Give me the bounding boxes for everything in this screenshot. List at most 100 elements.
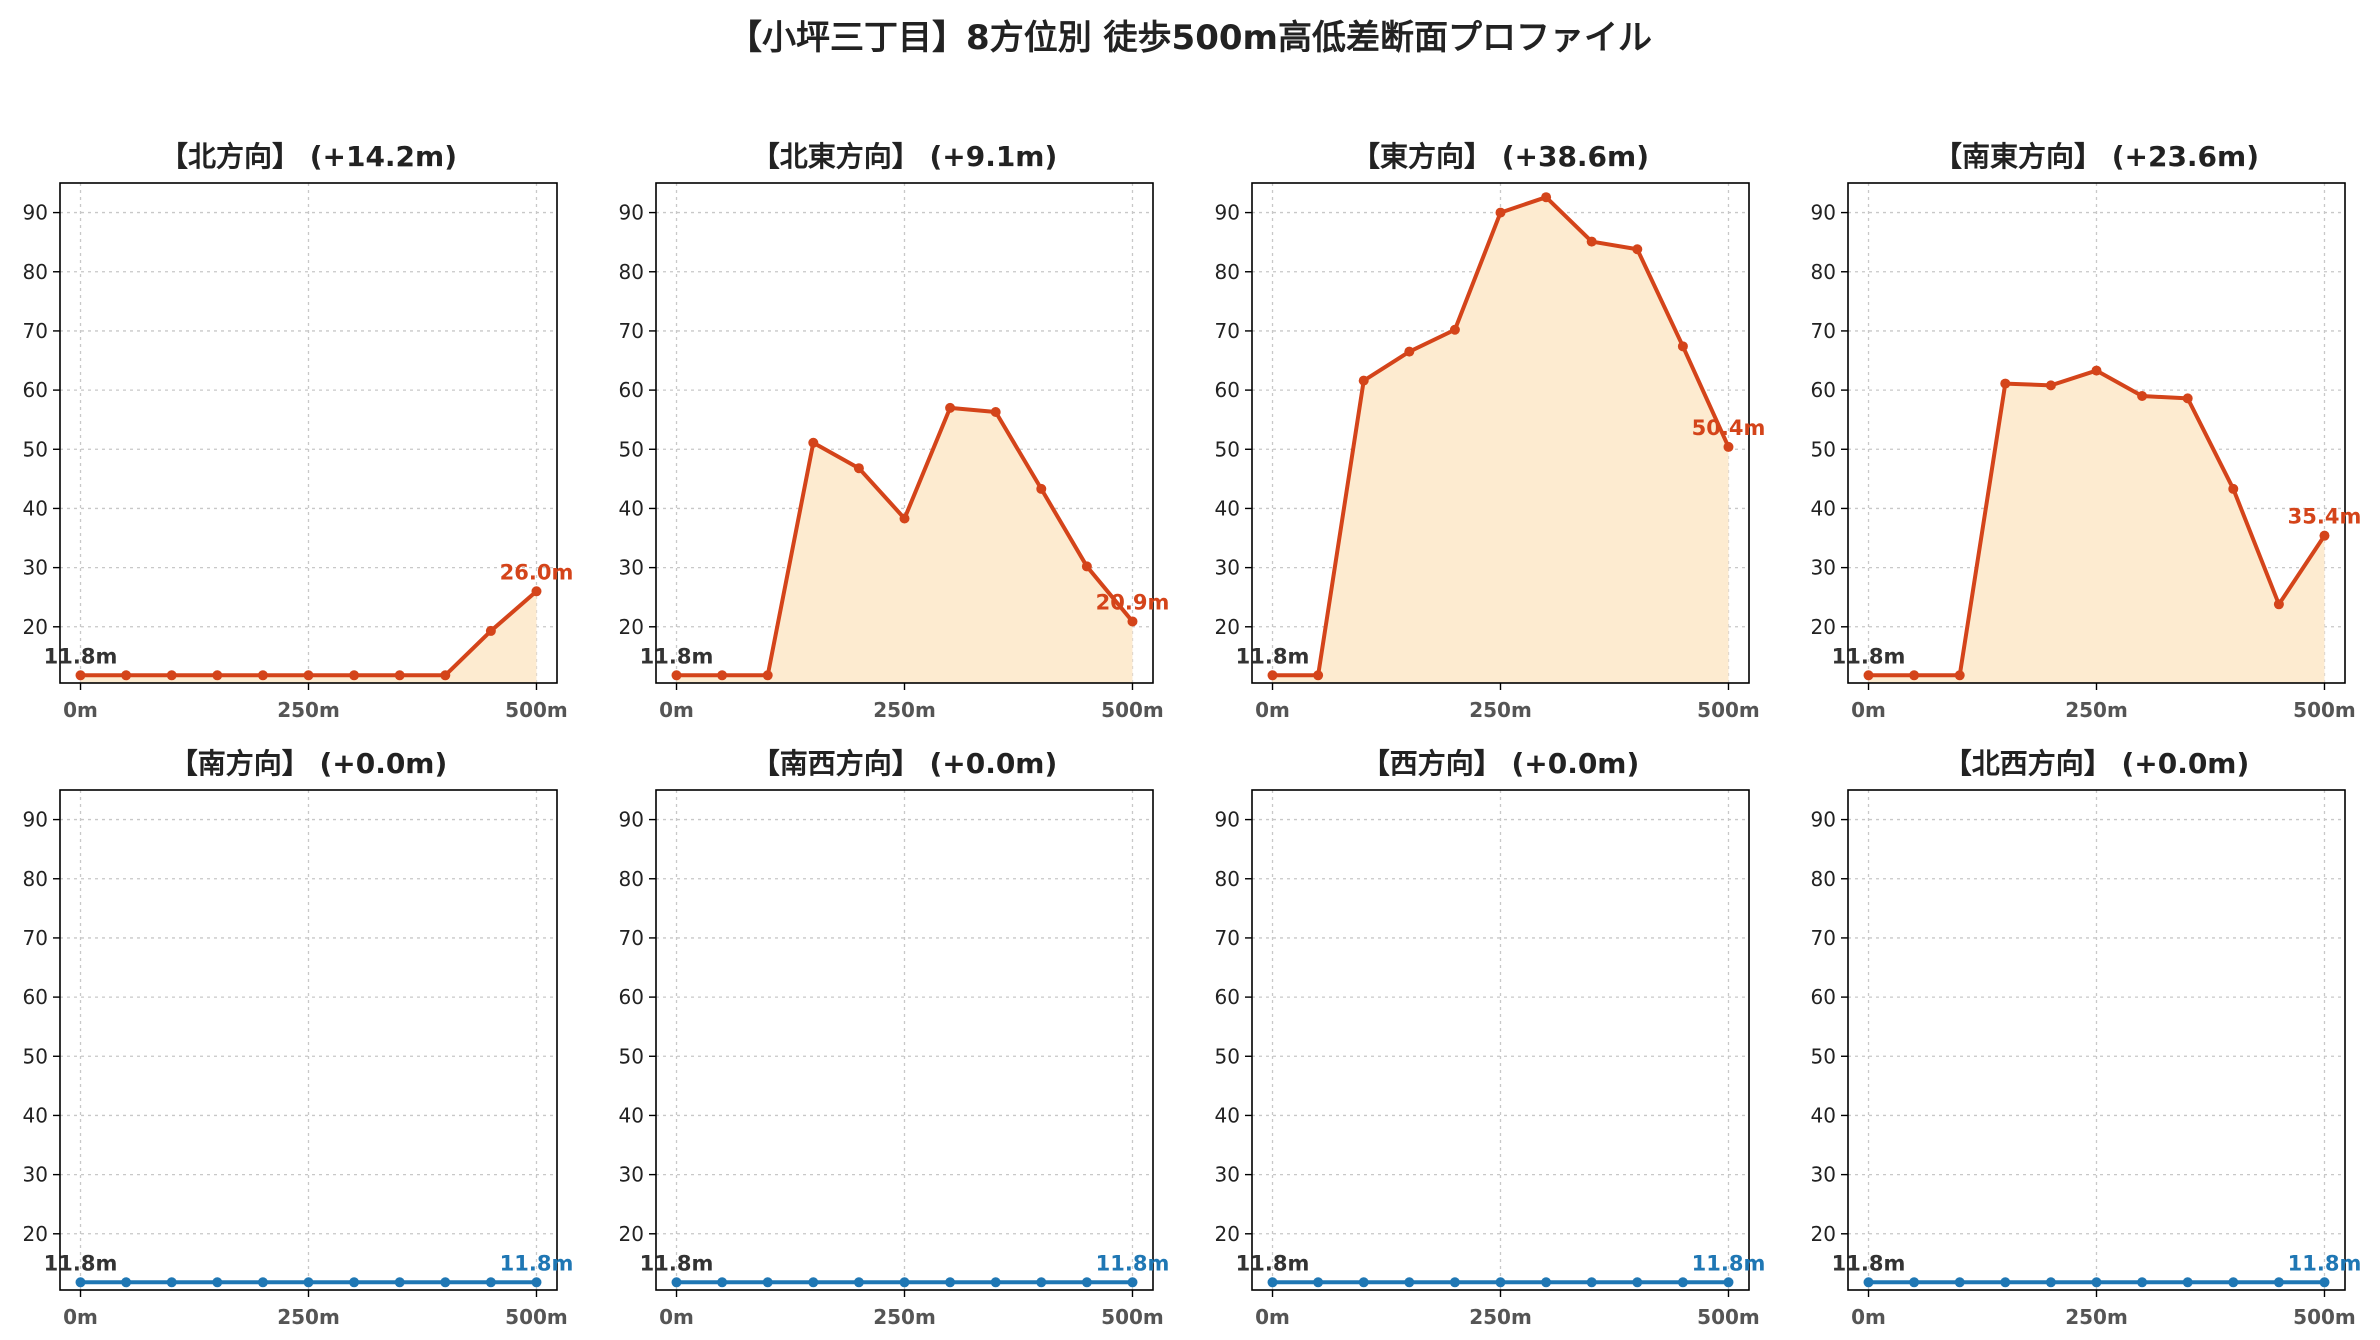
- y-tick-label: 40: [1811, 496, 1836, 520]
- y-tick-label: 40: [1215, 1103, 1240, 1127]
- plot-frame: [1847, 789, 2346, 1291]
- y-tick-label: 50: [1215, 437, 1240, 461]
- data-point: [257, 1277, 268, 1288]
- data-point: [2182, 393, 2193, 404]
- y-tick-label: 80: [23, 260, 48, 284]
- data-point: [2000, 378, 2011, 389]
- y-tick-label: 40: [23, 1103, 48, 1127]
- data-point: [1449, 324, 1460, 335]
- data-point: [440, 670, 451, 681]
- y-tick-label: 40: [1811, 1103, 1836, 1127]
- start-elevation-label: 11.8m: [1832, 644, 1906, 668]
- x-tick-label: 0m: [63, 1305, 98, 1329]
- y-tick-label: 20: [1215, 615, 1240, 639]
- data-point: [671, 670, 682, 681]
- y-tick-label: 40: [619, 496, 644, 520]
- data-point: [1127, 616, 1138, 627]
- y-tick-label: 20: [619, 615, 644, 639]
- y-tick-label: 80: [1811, 260, 1836, 284]
- x-tick-label: 500m: [505, 698, 568, 722]
- data-point: [1036, 1277, 1047, 1288]
- data-point: [257, 670, 268, 681]
- data-point: [212, 670, 223, 681]
- y-tick-label: 30: [1811, 556, 1836, 580]
- y-tick-label: 70: [1811, 319, 1836, 343]
- chart-panel-2: 20 30 40 50 60 70 80 90 0m 250m 500m 【北東方向】 (+9.1m)…: [619, 140, 1170, 722]
- x-tick-label: 0m: [659, 1305, 694, 1329]
- data-point: [1358, 1277, 1369, 1288]
- x-tick-label: 500m: [505, 1305, 568, 1329]
- data-point: [853, 1277, 864, 1288]
- data-point: [2319, 1277, 2330, 1288]
- data-point: [394, 1277, 405, 1288]
- data-point: [1632, 244, 1643, 255]
- data-point: [166, 670, 177, 681]
- x-tick-label: 500m: [2293, 698, 2356, 722]
- y-tick-label: 70: [1811, 926, 1836, 950]
- y-tick-label: 20: [23, 615, 48, 639]
- data-point: [990, 1277, 1001, 1288]
- data-point: [394, 670, 405, 681]
- data-point: [2319, 530, 2330, 541]
- end-elevation-label: 11.8m: [2288, 1251, 2362, 1275]
- x-tick-label: 250m: [277, 698, 340, 722]
- x-tick-label: 0m: [659, 698, 694, 722]
- x-tick-label: 0m: [63, 698, 98, 722]
- y-tick-label: 30: [23, 1163, 48, 1187]
- data-point: [945, 1277, 956, 1288]
- y-tick-label: 20: [23, 1222, 48, 1246]
- y-tick-label: 30: [23, 556, 48, 580]
- y-tick-label: 90: [1215, 808, 1240, 832]
- data-point: [349, 670, 360, 681]
- data-point: [717, 1277, 728, 1288]
- data-point: [1495, 1277, 1506, 1288]
- data-point: [531, 586, 542, 597]
- y-tick-label: 60: [1215, 378, 1240, 402]
- plot-frame: [1251, 789, 1750, 1291]
- x-tick-label: 500m: [1101, 698, 1164, 722]
- end-elevation-label: 35.4m: [2288, 505, 2362, 529]
- data-point: [2228, 483, 2239, 494]
- data-point: [899, 513, 910, 524]
- end-elevation-label: 11.8m: [1096, 1251, 1170, 1275]
- end-elevation-label: 11.8m: [1692, 1251, 1766, 1275]
- start-elevation-label: 11.8m: [1236, 644, 1310, 668]
- y-tick-label: 80: [1811, 867, 1836, 891]
- y-tick-label: 30: [1811, 1163, 1836, 1187]
- figure-title: 【小坪三丁目】8方位別 徒歩500m高低差断面プロファイル: [728, 18, 1652, 58]
- x-tick-label: 500m: [1697, 698, 1760, 722]
- data-point: [303, 1277, 314, 1288]
- data-point: [440, 1277, 451, 1288]
- chart-panel-3: 20 30 40 50 60 70 80 90 0m 250m 500m 【東方向】 (+38.6m)…: [1215, 140, 1766, 722]
- data-point: [1863, 1277, 1874, 1288]
- panel-title: 【北方向】 (+14.2m): [160, 140, 457, 173]
- data-point: [121, 1277, 132, 1288]
- y-tick-label: 60: [23, 378, 48, 402]
- x-tick-label: 250m: [1469, 698, 1532, 722]
- data-point: [853, 463, 864, 474]
- y-tick-label: 60: [23, 985, 48, 1009]
- y-tick-label: 60: [1811, 985, 1836, 1009]
- chart-panel-5: 20 30 40 50 60 70 80 90 0m 250m 500m 【南方向】 (+0.0m) 1…: [23, 747, 574, 1329]
- start-elevation-label: 11.8m: [44, 644, 118, 668]
- y-tick-label: 40: [23, 496, 48, 520]
- panel-title: 【南東方向】 (+23.6m): [1934, 140, 2259, 173]
- start-elevation-label: 11.8m: [1832, 1251, 1906, 1275]
- y-tick-label: 20: [1215, 1222, 1240, 1246]
- data-point: [1127, 1277, 1138, 1288]
- data-point: [1723, 441, 1734, 452]
- y-tick-label: 80: [619, 867, 644, 891]
- data-point: [2045, 380, 2056, 391]
- y-tick-label: 50: [23, 437, 48, 461]
- x-tick-label: 250m: [2065, 698, 2128, 722]
- x-tick-label: 250m: [873, 698, 936, 722]
- y-tick-label: 90: [23, 201, 48, 225]
- elevation-area: [1868, 370, 2325, 683]
- y-tick-label: 60: [619, 985, 644, 1009]
- data-point: [485, 1277, 496, 1288]
- data-point: [2045, 1277, 2056, 1288]
- x-tick-label: 500m: [1101, 1305, 1164, 1329]
- start-elevation-label: 11.8m: [640, 644, 714, 668]
- x-tick-label: 500m: [1697, 1305, 1760, 1329]
